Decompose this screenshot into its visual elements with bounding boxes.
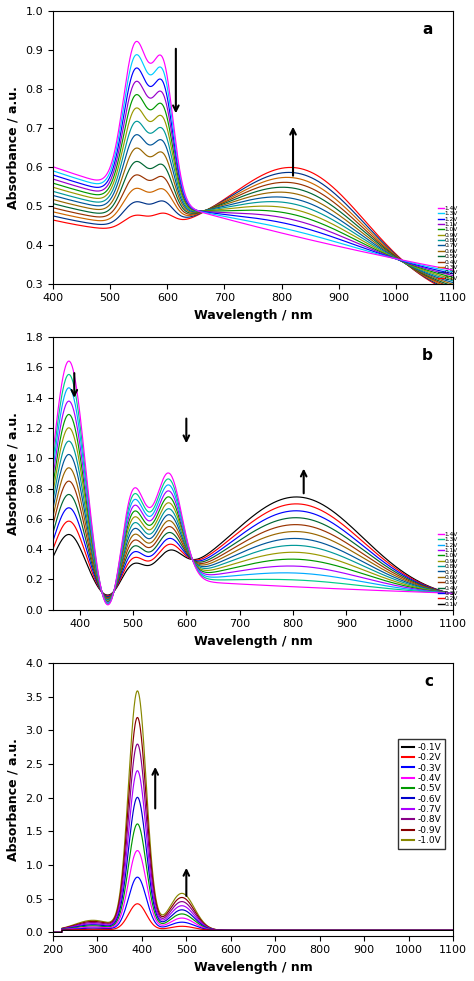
X-axis label: Wavelength / nm: Wavelength / nm bbox=[194, 309, 312, 322]
Y-axis label: Absorbance / a.u.: Absorbance / a.u. bbox=[7, 412, 20, 535]
Legend: 1.4V, 1.3V, 1.2V, 1.1V, 1.0V, 0.9V, 0.8V, 0.7V, 0.6V, 0.5V, 0.4V, 0.3V, 0.2V, 0.: 1.4V, 1.3V, 1.2V, 1.1V, 1.0V, 0.9V, 0.8V… bbox=[438, 206, 458, 281]
Text: a: a bbox=[423, 22, 433, 37]
Legend: -0.1V, -0.2V, -0.3V, -0.4V, -0.5V, -0.6V, -0.7V, -0.8V, -0.9V, -1.0V: -0.1V, -0.2V, -0.3V, -0.4V, -0.5V, -0.6V… bbox=[398, 740, 445, 849]
Text: c: c bbox=[424, 674, 433, 689]
Legend: 1.4V, 1.3V, 1.2V, 1.1V, 1.0V, 0.9V, 0.8V, 0.7V, 0.6V, 0.5V, 0.4V, 0.3V, 0.2V, 0.: 1.4V, 1.3V, 1.2V, 1.1V, 1.0V, 0.9V, 0.8V… bbox=[438, 532, 458, 607]
Y-axis label: Absorbance / a.u.: Absorbance / a.u. bbox=[7, 738, 20, 861]
X-axis label: Wavelength / nm: Wavelength / nm bbox=[194, 961, 312, 974]
Text: b: b bbox=[422, 348, 433, 363]
X-axis label: Wavelength / nm: Wavelength / nm bbox=[194, 635, 312, 648]
Y-axis label: Absorbance / a.u.: Absorbance / a.u. bbox=[7, 86, 20, 209]
